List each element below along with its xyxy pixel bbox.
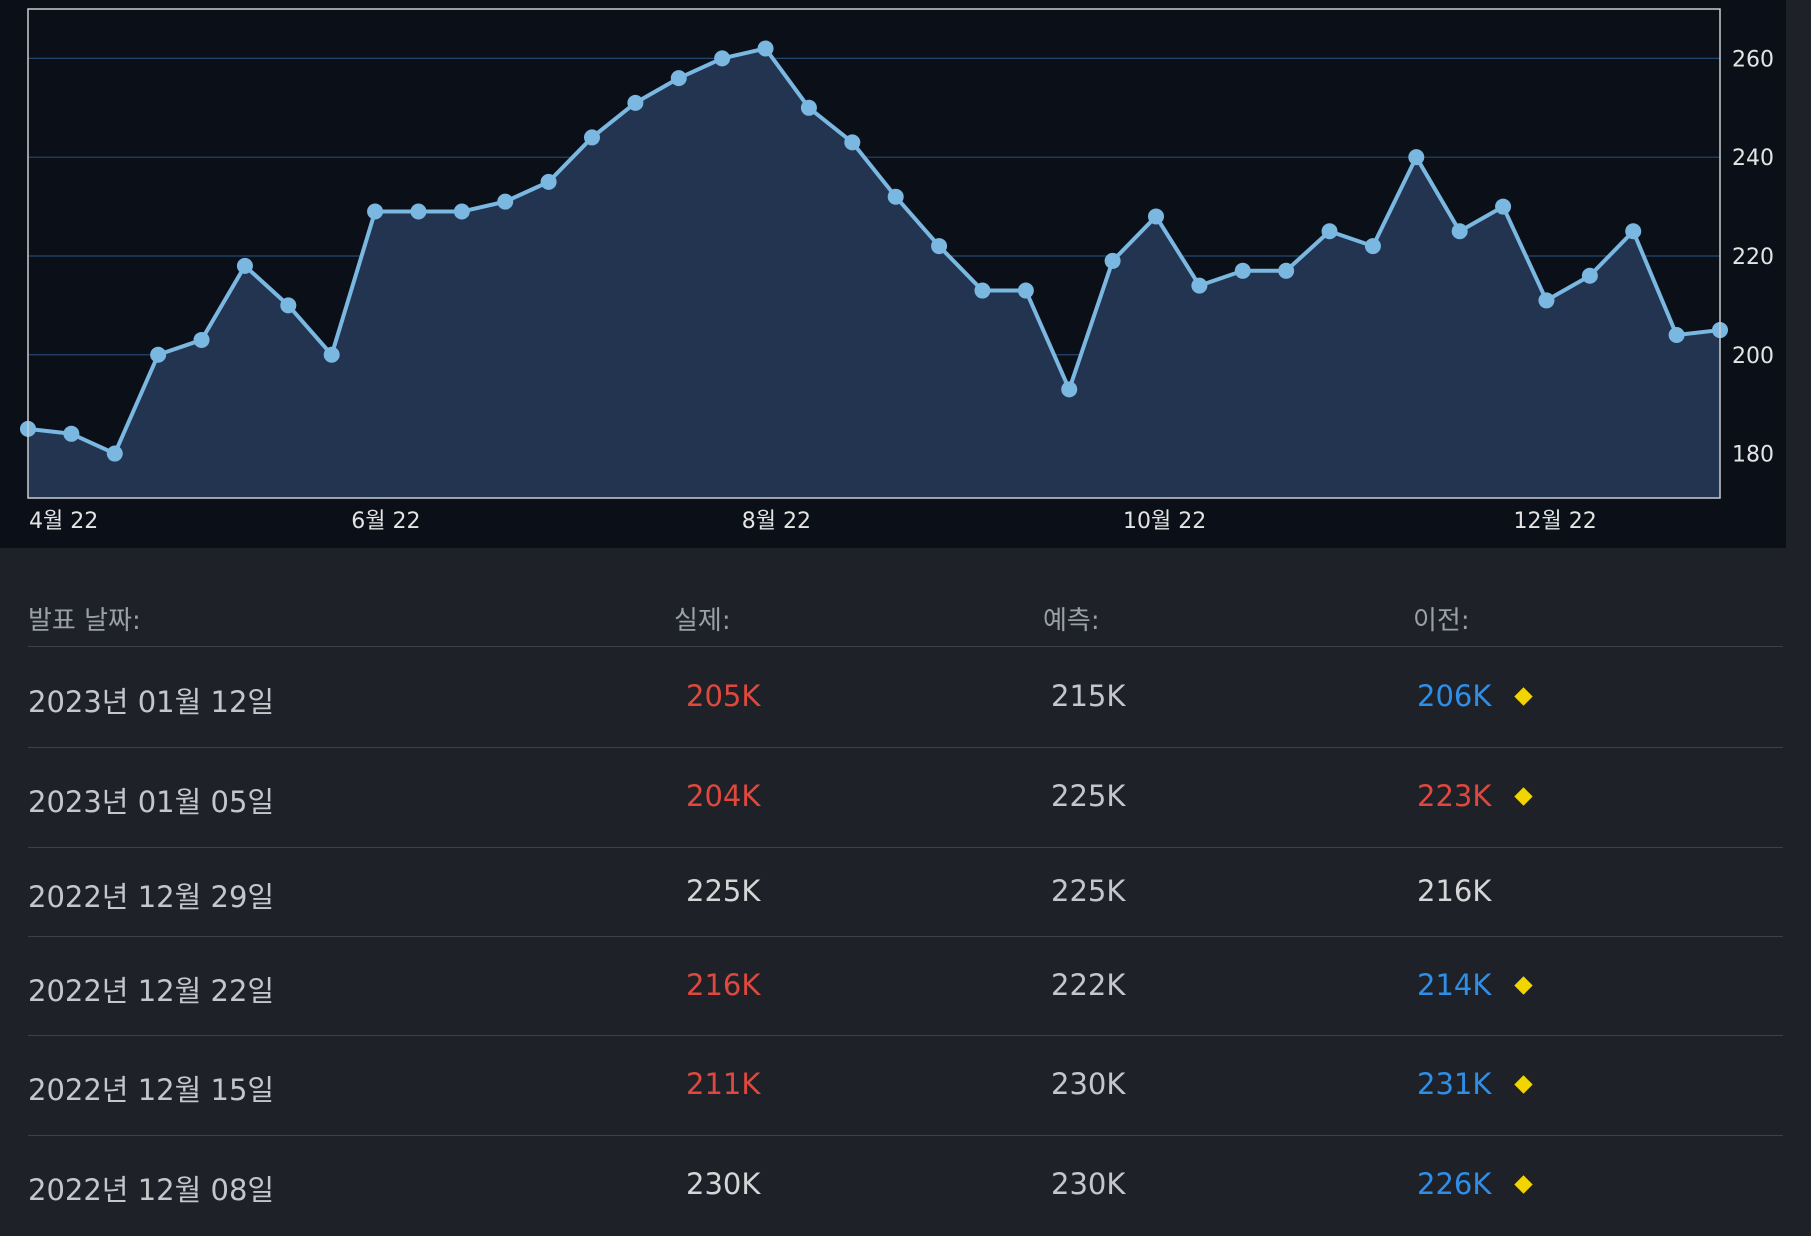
data-point[interactable] — [193, 331, 210, 348]
data-point[interactable] — [106, 445, 123, 462]
cell-actual: 205K — [686, 679, 761, 713]
row-divider — [28, 1035, 1783, 1036]
data-point[interactable] — [1364, 238, 1381, 255]
history-chart: 260 240 220 200 180 4월 22 6월 22 8월 22 10월 22 12월… — [20, 8, 1774, 534]
x-tick-label: 6월 22 — [351, 509, 420, 534]
table-row: 2023년 01월 12일 205K 215K 206K — [0, 648, 1811, 748]
x-tick-label: 4월 22 — [29, 509, 98, 534]
cell-actual: 225K — [686, 874, 761, 908]
cell-actual: 216K — [686, 968, 761, 1002]
data-point[interactable] — [1017, 282, 1034, 299]
data-point[interactable] — [1495, 198, 1512, 215]
y-tick-label: 240 — [1732, 146, 1774, 171]
cell-date: 2023년 01월 05일 — [28, 785, 275, 819]
data-point[interactable] — [1538, 292, 1555, 309]
chart-line — [27, 46, 1721, 456]
cell-previous: 223K — [1417, 779, 1492, 813]
data-point[interactable] — [63, 425, 80, 442]
revised-diamond-icon[interactable] — [1514, 687, 1533, 706]
data-point[interactable] — [757, 40, 774, 57]
data-point[interactable] — [1278, 262, 1295, 279]
data-point[interactable] — [1581, 267, 1598, 284]
revised-diamond-icon[interactable] — [1514, 1075, 1533, 1094]
data-point[interactable] — [236, 257, 253, 274]
chart-area — [28, 48, 1720, 499]
data-point[interactable] — [931, 238, 948, 255]
row-divider — [28, 1135, 1783, 1136]
header-divider — [28, 646, 1783, 647]
data-point[interactable] — [1061, 381, 1078, 398]
revised-diamond-icon[interactable] — [1514, 976, 1533, 995]
header-actual: 실제: — [674, 606, 731, 636]
data-point[interactable] — [323, 346, 340, 363]
chart-panel: 260 240 220 200 180 4월 22 6월 22 8월 22 10월 22 12월… — [0, 0, 1786, 548]
header-forecast: 예측: — [1043, 606, 1100, 636]
plot-border — [27, 8, 1721, 499]
cell-forecast: 225K — [1051, 779, 1126, 813]
cell-forecast: 230K — [1051, 1167, 1126, 1201]
data-point[interactable] — [1148, 208, 1164, 225]
data-point[interactable] — [714, 50, 731, 67]
data-point[interactable] — [670, 70, 687, 87]
data-point[interactable] — [1668, 327, 1685, 343]
data-point[interactable] — [453, 203, 470, 220]
data-point[interactable] — [1451, 223, 1468, 240]
data-point[interactable] — [974, 282, 991, 299]
y-tick-label: 220 — [1732, 245, 1774, 270]
cell-date: 2022년 12월 08일 — [28, 1173, 275, 1207]
cell-previous: 206K — [1417, 679, 1492, 713]
data-point[interactable] — [844, 134, 861, 151]
y-tick-label: 200 — [1732, 344, 1774, 369]
data-point[interactable] — [1234, 262, 1251, 279]
data-point[interactable] — [497, 193, 514, 210]
data-point[interactable] — [1625, 223, 1642, 240]
cell-previous: 226K — [1417, 1167, 1492, 1201]
cell-forecast: 230K — [1051, 1067, 1126, 1101]
data-point[interactable] — [800, 99, 817, 116]
x-tick-label: 8월 22 — [742, 509, 811, 534]
revised-diamond-icon[interactable] — [1514, 787, 1533, 806]
x-tick-label: 10월 22 — [1123, 509, 1206, 534]
data-point[interactable] — [1191, 277, 1208, 294]
revised-diamond-icon[interactable] — [1514, 1175, 1533, 1194]
cell-date: 2023년 01월 12일 — [28, 685, 275, 719]
table-row: 2022년 12월 22일 216K 222K 214K — [0, 937, 1811, 1036]
cell-actual: 230K — [686, 1167, 761, 1201]
data-point[interactable] — [540, 173, 557, 190]
cell-forecast: 225K — [1051, 874, 1126, 908]
data-point[interactable] — [1321, 223, 1338, 240]
data-point[interactable] — [150, 346, 167, 363]
cell-date: 2022년 12월 15일 — [28, 1073, 275, 1107]
row-divider — [28, 936, 1783, 937]
cell-actual: 211K — [686, 1067, 761, 1101]
data-point[interactable] — [367, 203, 384, 220]
cell-date: 2022년 12월 29일 — [28, 880, 275, 914]
data-point[interactable] — [627, 94, 644, 111]
cell-date: 2022년 12월 22일 — [28, 974, 275, 1008]
cell-forecast: 222K — [1051, 968, 1126, 1002]
header-previous: 이전: — [1413, 606, 1470, 636]
cell-forecast: 215K — [1051, 679, 1126, 713]
cell-actual: 204K — [686, 779, 761, 813]
x-tick-label: 12월 22 — [1514, 509, 1597, 534]
table-row: 2022년 12월 29일 225K 225K 216K — [0, 848, 1811, 937]
cell-previous: 231K — [1417, 1067, 1492, 1101]
y-tick-label: 260 — [1732, 47, 1774, 72]
data-point[interactable] — [584, 129, 600, 146]
header-date: 발표 날짜: — [28, 606, 141, 636]
data-point[interactable] — [280, 297, 297, 314]
data-point[interactable] — [1408, 149, 1425, 166]
table-row: 2023년 01월 05일 204K 225K 223K — [0, 748, 1811, 848]
data-point[interactable] — [1104, 252, 1121, 269]
row-divider — [28, 847, 1783, 848]
y-tick-label: 180 — [1732, 443, 1774, 468]
table-row: 2022년 12월 15일 211K 230K 231K — [0, 1036, 1811, 1136]
row-divider — [28, 747, 1783, 748]
cell-previous: 214K — [1417, 968, 1492, 1002]
cell-previous: 216K — [1417, 874, 1492, 908]
data-point[interactable] — [887, 188, 904, 205]
table-row: 2022년 12월 08일 230K 230K 226K — [0, 1136, 1811, 1236]
data-point[interactable] — [410, 203, 427, 220]
